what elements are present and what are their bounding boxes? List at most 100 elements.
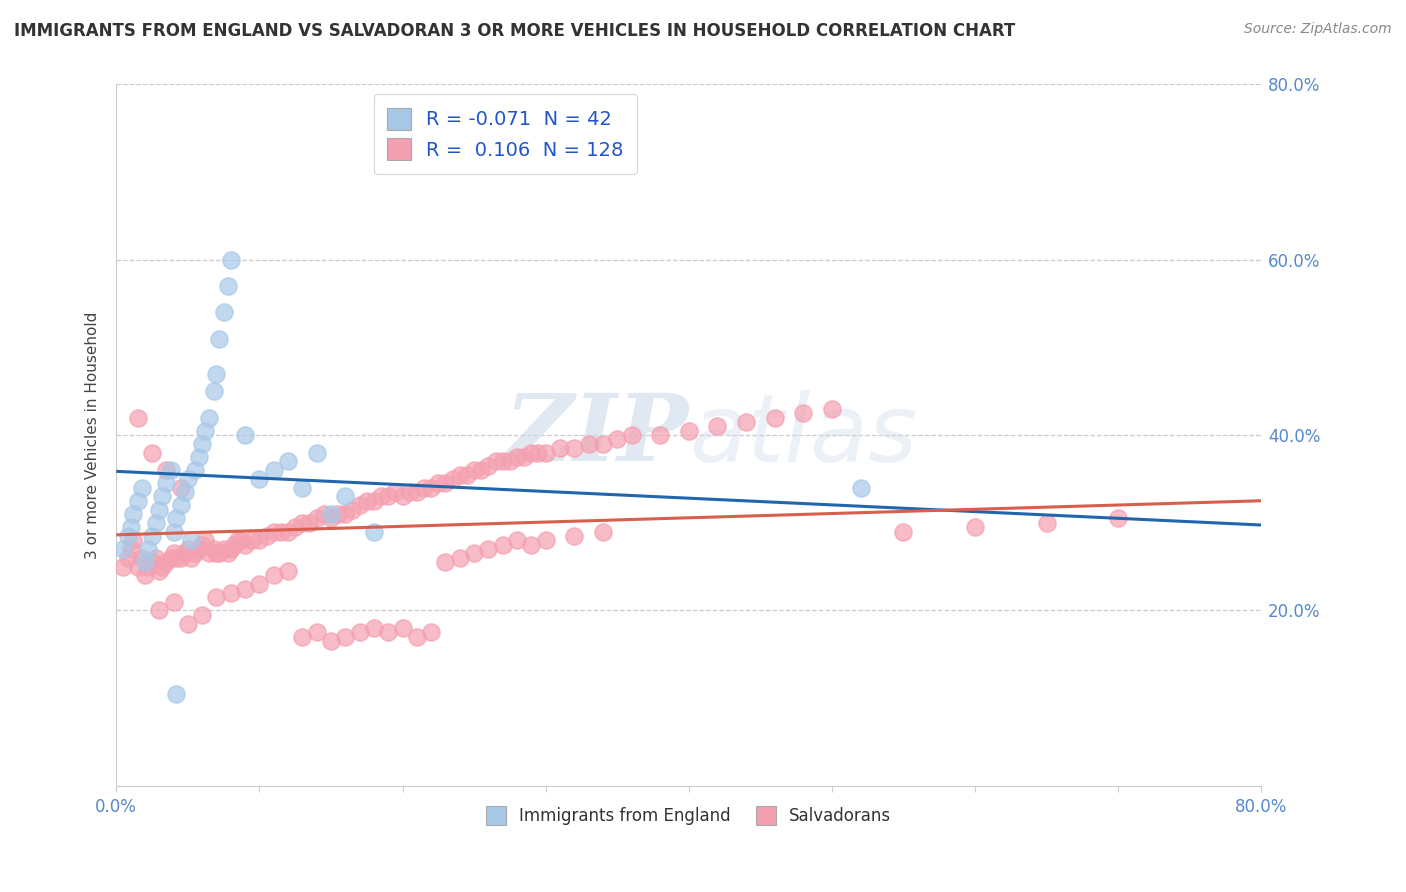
Point <box>117 550 139 565</box>
Point <box>191 437 214 451</box>
Point <box>449 550 471 565</box>
Point <box>148 502 170 516</box>
Point <box>492 454 515 468</box>
Point <box>180 550 202 565</box>
Point <box>150 490 173 504</box>
Point <box>202 542 225 557</box>
Point <box>217 279 239 293</box>
Point <box>170 481 193 495</box>
Point <box>821 401 844 416</box>
Point <box>291 481 314 495</box>
Point <box>513 450 536 464</box>
Point <box>222 538 245 552</box>
Point <box>141 555 163 569</box>
Text: Source: ZipAtlas.com: Source: ZipAtlas.com <box>1244 22 1392 37</box>
Point <box>391 621 413 635</box>
Point <box>650 428 672 442</box>
Point <box>247 533 270 548</box>
Point <box>174 485 197 500</box>
Point <box>170 498 193 512</box>
Point <box>405 485 427 500</box>
Point <box>578 437 600 451</box>
Point <box>413 481 436 495</box>
Point <box>120 520 142 534</box>
Point <box>112 542 135 557</box>
Point <box>219 586 242 600</box>
Point <box>162 524 184 539</box>
Point <box>277 524 299 539</box>
Point <box>449 467 471 482</box>
Legend: Immigrants from England, Salvadorans: Immigrants from England, Salvadorans <box>478 797 900 833</box>
Point <box>463 546 485 560</box>
Point <box>263 463 285 477</box>
Point <box>534 445 557 459</box>
Point <box>134 568 156 582</box>
Point <box>377 625 399 640</box>
Point <box>165 511 187 525</box>
Point <box>165 687 187 701</box>
Point <box>205 591 228 605</box>
Point <box>456 467 478 482</box>
Point <box>606 433 628 447</box>
Point <box>263 524 285 539</box>
Point <box>212 542 235 557</box>
Point <box>148 603 170 617</box>
Point <box>127 559 149 574</box>
Point <box>148 564 170 578</box>
Point <box>470 463 492 477</box>
Point <box>141 445 163 459</box>
Point <box>520 538 543 552</box>
Point <box>247 472 270 486</box>
Point <box>177 472 200 486</box>
Point <box>520 445 543 459</box>
Point <box>441 472 464 486</box>
Point <box>117 529 139 543</box>
Point <box>226 533 249 548</box>
Point <box>363 621 385 635</box>
Point <box>849 481 872 495</box>
Point <box>231 533 253 548</box>
Point <box>893 524 915 539</box>
Point <box>349 498 371 512</box>
Point <box>202 384 225 399</box>
Point <box>162 595 184 609</box>
Point <box>326 507 349 521</box>
Point <box>592 524 614 539</box>
Point <box>527 445 550 459</box>
Point <box>706 419 728 434</box>
Text: IMMIGRANTS FROM ENGLAND VS SALVADORAN 3 OR MORE VEHICLES IN HOUSEHOLD CORRELATIO: IMMIGRANTS FROM ENGLAND VS SALVADORAN 3 … <box>14 22 1015 40</box>
Point <box>150 559 173 574</box>
Point <box>678 424 700 438</box>
Point <box>405 630 427 644</box>
Y-axis label: 3 or more Vehicles in Household: 3 or more Vehicles in Household <box>86 311 100 558</box>
Point <box>735 415 758 429</box>
Point <box>120 542 142 557</box>
Point <box>499 454 522 468</box>
Point <box>212 305 235 319</box>
Point <box>177 616 200 631</box>
Point <box>134 555 156 569</box>
Point <box>162 546 184 560</box>
Point <box>141 529 163 543</box>
Point <box>127 410 149 425</box>
Point <box>484 454 506 468</box>
Point <box>184 463 207 477</box>
Point <box>145 550 167 565</box>
Point <box>434 555 457 569</box>
Point <box>188 450 211 464</box>
Point <box>194 533 217 548</box>
Point <box>155 463 177 477</box>
Point <box>298 516 321 530</box>
Point <box>312 507 335 521</box>
Point <box>233 428 256 442</box>
Point <box>427 476 450 491</box>
Point <box>256 529 278 543</box>
Point <box>191 538 214 552</box>
Point <box>477 458 499 473</box>
Point <box>492 538 515 552</box>
Point <box>247 577 270 591</box>
Point <box>194 424 217 438</box>
Point <box>263 568 285 582</box>
Point <box>122 507 145 521</box>
Point <box>127 494 149 508</box>
